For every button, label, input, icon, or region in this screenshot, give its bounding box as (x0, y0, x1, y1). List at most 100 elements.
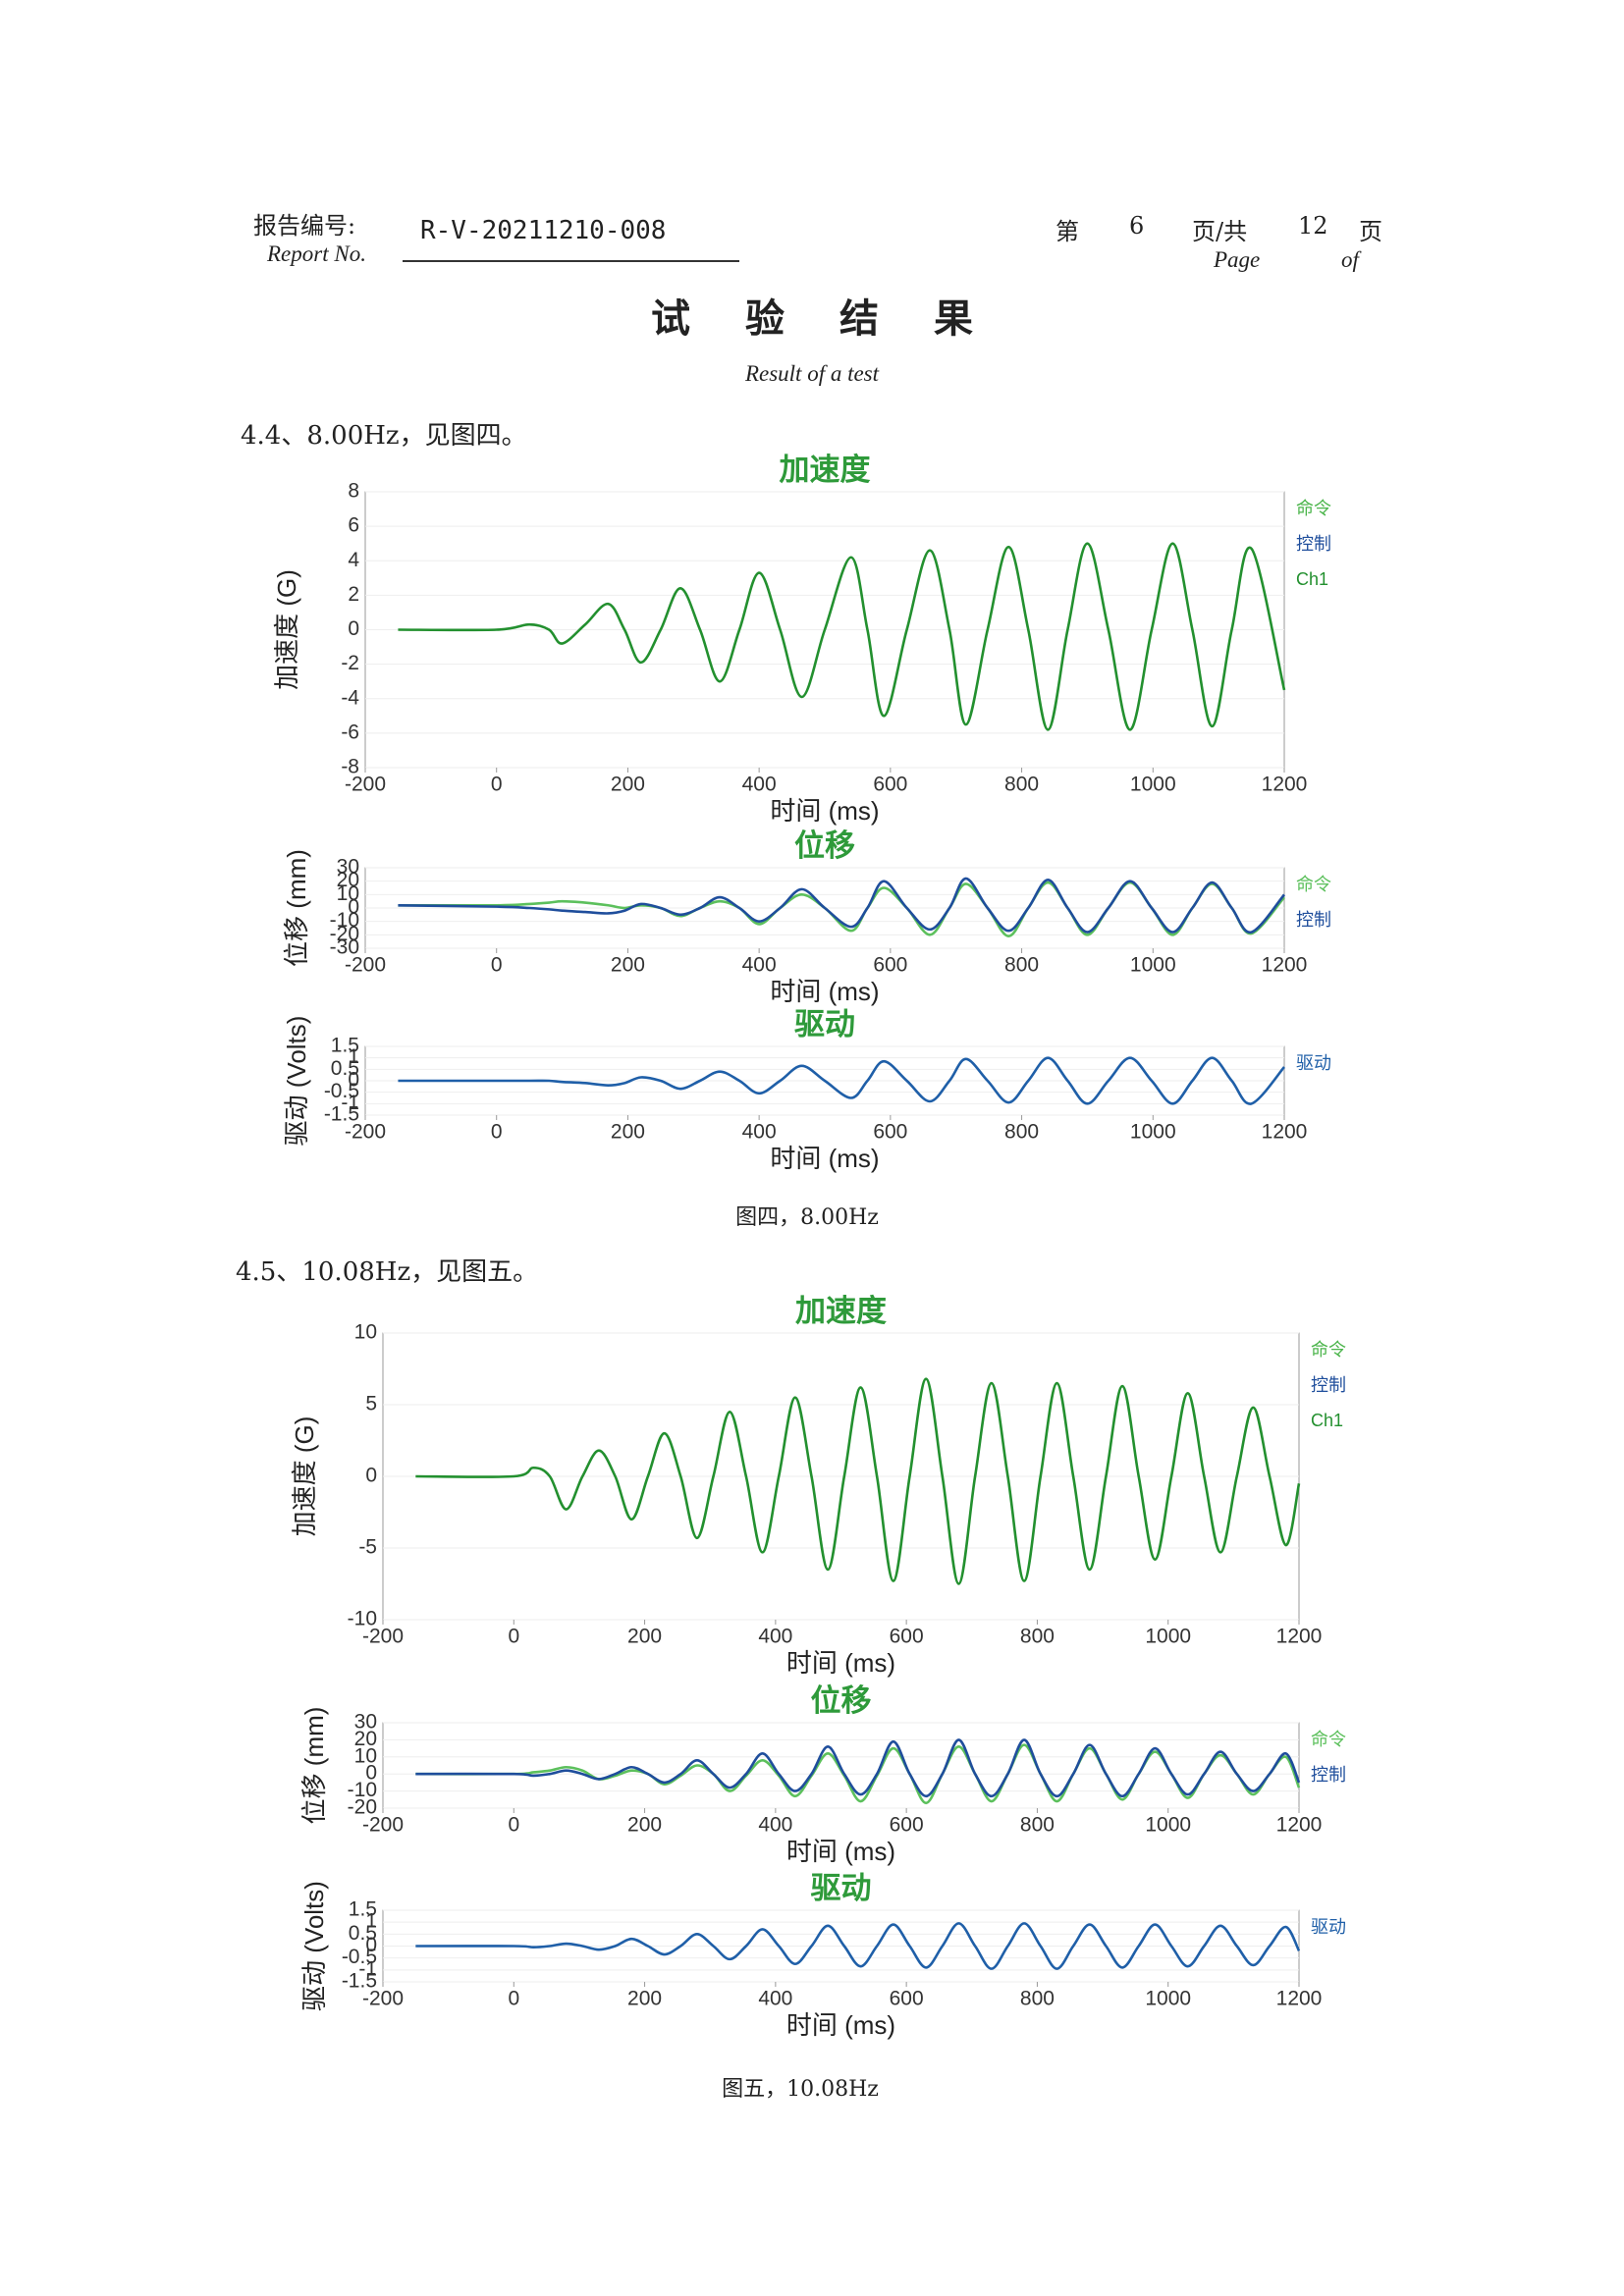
y-tick-label: 8 (348, 480, 359, 503)
x-tick-label: 400 (742, 774, 777, 796)
x-axis-label: 时间 (ms) (786, 2010, 895, 2040)
y-tick-label: 0 (348, 617, 359, 640)
chart-title: 加速度 (795, 1294, 887, 1328)
x-tick-label: 1200 (1262, 954, 1308, 977)
legend-entry: 控制 (1311, 1765, 1346, 1785)
x-axis-label: 时间 (ms) (786, 1648, 895, 1678)
x-tick-label: 600 (890, 1814, 924, 1837)
y-tick-label: -8 (341, 756, 359, 778)
figure-caption: 图五，10.08Hz (722, 2077, 879, 2102)
x-tick-label: 1200 (1262, 1121, 1308, 1144)
x-tick-label: 0 (508, 1814, 519, 1837)
x-tick-label: -200 (345, 954, 386, 977)
x-axis-label: 时间 (ms) (770, 796, 879, 826)
y-tick-label: 10 (337, 882, 359, 905)
x-tick-label: -200 (362, 1988, 404, 2010)
x-tick-label: 0 (491, 774, 503, 796)
legend-entry: 控制 (1296, 910, 1331, 930)
page-mid: 页/共 (1192, 218, 1248, 245)
y-axis-label: 位移 (mm) (299, 1707, 329, 1825)
y-tick-label: -5 (358, 1536, 377, 1559)
x-tick-label: 0 (508, 1626, 519, 1648)
report-number: R-V-20211210-008 (420, 216, 667, 245)
y-tick-label: -30 (330, 936, 359, 959)
y-tick-label: -4 (341, 686, 359, 709)
x-tick-label: 800 (1020, 1814, 1055, 1837)
x-tick-label: 800 (1004, 954, 1039, 977)
x-tick-label: -200 (362, 1626, 404, 1648)
data-line (415, 1922, 1301, 1970)
y-tick-label: -20 (348, 1796, 377, 1819)
y-tick-label: 5 (365, 1393, 377, 1415)
x-tick-label: 0 (491, 1121, 503, 1144)
y-tick-label: 4 (348, 549, 359, 571)
y-tick-label: -10 (348, 1608, 377, 1630)
x-tick-label: -200 (345, 1121, 386, 1144)
x-tick-label: 400 (758, 1626, 792, 1648)
x-tick-label: 800 (1004, 774, 1039, 796)
x-tick-label: 200 (611, 954, 645, 977)
chart-title: 位移 (811, 1683, 872, 1718)
legend-entry: Ch1 (1311, 1411, 1343, 1430)
x-tick-label: 200 (611, 774, 645, 796)
legend-entry: 命令 (1311, 1730, 1346, 1749)
y-tick-label: 0 (365, 1762, 377, 1785)
y-axis-label: 加速度 (G) (272, 569, 301, 690)
y-tick-label: 10 (354, 1744, 377, 1767)
y-tick-label: -0.5 (342, 1946, 377, 1968)
y-tick-label: 6 (348, 514, 359, 537)
data-line (415, 1738, 1301, 1798)
y-tick-label: -1 (341, 1092, 359, 1114)
y-tick-label: 30 (354, 1711, 377, 1734)
legend-entry: 控制 (1296, 534, 1331, 554)
doc-title: 试验结果 (651, 295, 1028, 342)
report-label: 报告编号: (253, 212, 356, 240)
chart-title: 加速度 (780, 453, 871, 487)
y-axis-label: 位移 (mm) (282, 849, 311, 967)
x-tick-label: 200 (627, 1626, 662, 1648)
x-tick-label: 1000 (1130, 954, 1176, 977)
x-tick-label: 200 (627, 1988, 662, 2010)
x-tick-label: -200 (362, 1814, 404, 1837)
page-total: 12 (1298, 212, 1328, 240)
data-line (415, 1377, 1301, 1585)
x-tick-label: 1200 (1276, 1626, 1323, 1648)
y-tick-label: 1 (348, 1045, 359, 1068)
y-tick-label: 10 (354, 1321, 377, 1344)
legend-entry: 驱动 (1296, 1053, 1331, 1073)
y-tick-label: -20 (330, 923, 359, 945)
data-line (398, 1056, 1285, 1105)
x-tick-label: 400 (742, 954, 777, 977)
section-heading: 4.4、8.00Hz，见图四。 (241, 421, 527, 451)
y-tick-label: 1.5 (349, 1898, 377, 1921)
x-tick-label: 0 (491, 954, 503, 977)
figure-caption: 图四，8.00Hz (735, 1205, 879, 1230)
x-tick-label: 1000 (1145, 1626, 1191, 1648)
chart-title: 驱动 (811, 1871, 872, 1905)
x-tick-label: 800 (1020, 1626, 1055, 1648)
y-tick-label: 0.5 (349, 1922, 377, 1945)
y-tick-label: 0 (348, 1069, 359, 1092)
x-tick-label: 600 (890, 1988, 924, 2010)
data-line (398, 542, 1286, 731)
x-tick-label: 1000 (1145, 1988, 1191, 2010)
page-suffix: 页 (1359, 218, 1382, 245)
x-tick-label: 1200 (1276, 1814, 1323, 1837)
legend-entry: Ch1 (1296, 569, 1328, 589)
y-tick-label: 2 (348, 583, 359, 606)
underline (403, 260, 739, 262)
y-tick-label: 30 (337, 856, 359, 879)
y-tick-label: -10 (330, 909, 359, 932)
y-tick-label: 0 (365, 1934, 377, 1956)
y-tick-label: 0 (348, 896, 359, 919)
y-tick-label: -10 (348, 1779, 377, 1801)
y-tick-label: -1.5 (324, 1103, 359, 1126)
legend-entry: 驱动 (1311, 1917, 1346, 1937)
page-number: 6 (1129, 212, 1145, 240)
chart-title: 位移 (794, 828, 855, 863)
y-tick-label: 20 (354, 1728, 377, 1750)
y-tick-label: 0 (365, 1465, 377, 1487)
x-tick-label: 1000 (1130, 1121, 1176, 1144)
